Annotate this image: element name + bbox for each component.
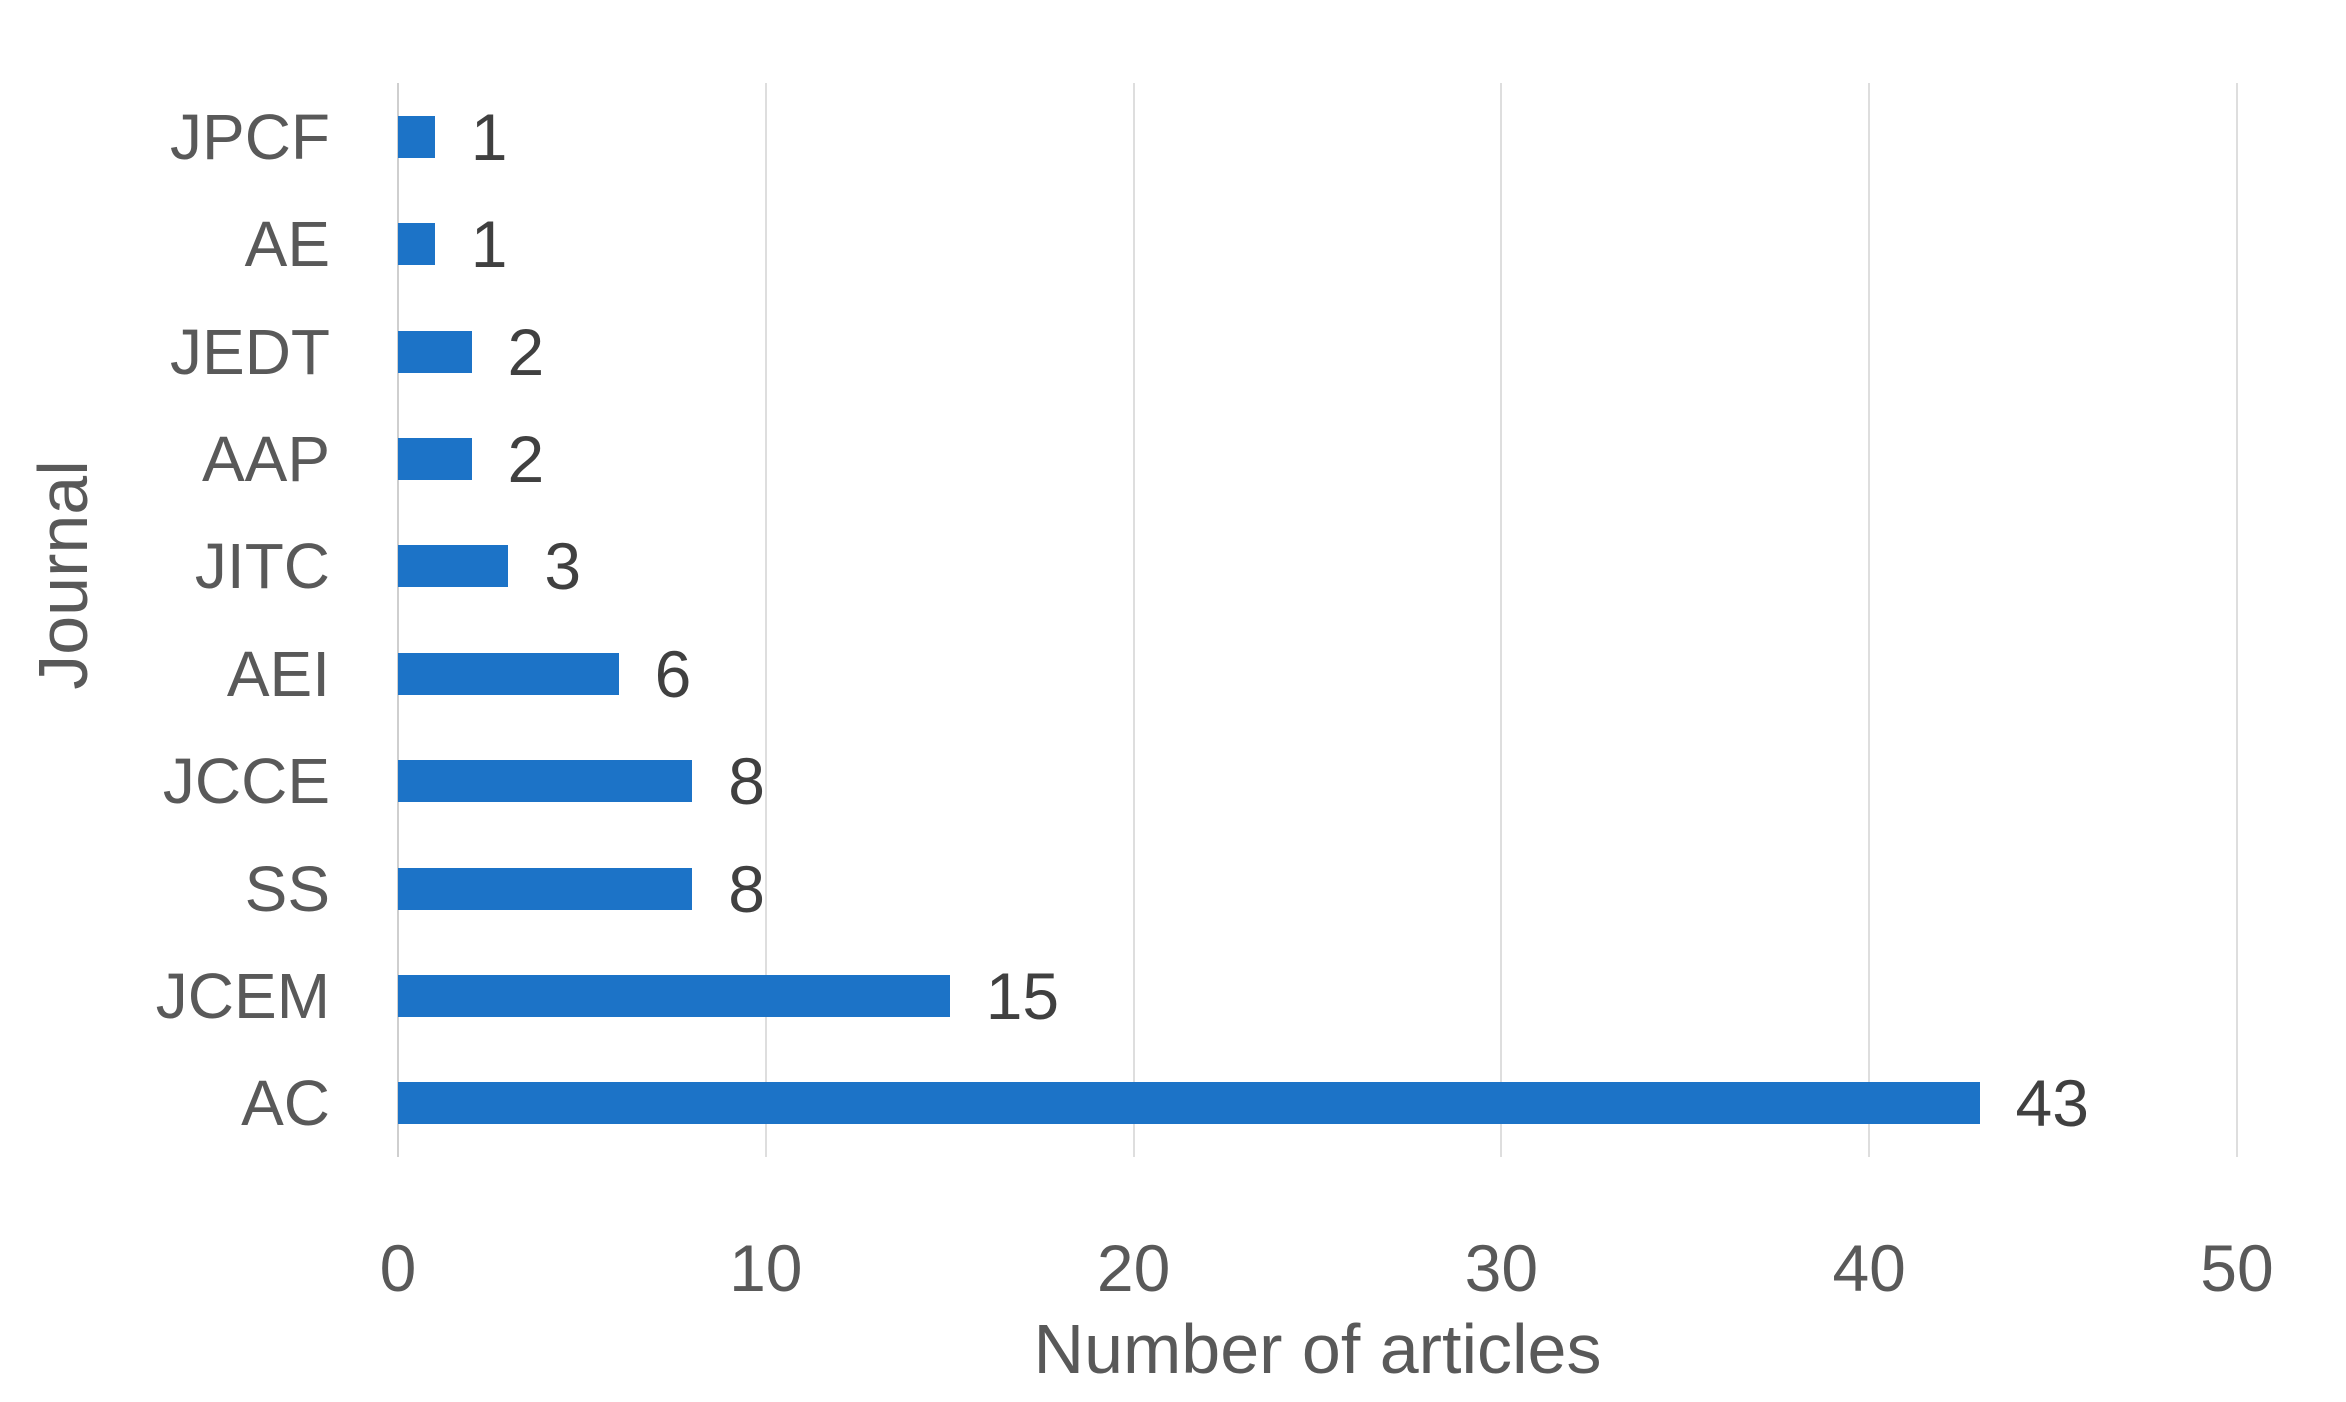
x-axis-title: Number of articles [1033, 1310, 1602, 1388]
x-tick-label: 10 [729, 1231, 803, 1305]
data-label: 43 [2015, 1066, 2089, 1141]
category-label: AEI [226, 637, 330, 710]
category-label: JPCF [170, 100, 330, 173]
bar [398, 115, 435, 158]
gridline [2236, 83, 2238, 1157]
gridline [1868, 83, 1871, 1157]
bar [398, 437, 472, 480]
data-label: 2 [507, 421, 545, 496]
bar [398, 545, 509, 588]
bar [398, 760, 693, 803]
category-label: JCEM [155, 959, 330, 1032]
x-tick-label: 50 [2200, 1231, 2274, 1305]
y-axis-line [397, 83, 399, 1157]
category-label: AAP [201, 422, 330, 495]
category-label: AE [244, 208, 330, 281]
bar [398, 867, 693, 910]
category-label: JCCE [162, 745, 330, 818]
bar [398, 652, 619, 695]
bar [398, 1082, 1980, 1125]
category-label: AC [241, 1067, 330, 1140]
bar [398, 974, 950, 1017]
bar [398, 330, 472, 373]
data-label: 1 [470, 99, 508, 174]
category-label: SS [244, 852, 330, 925]
x-tick-label: 20 [1096, 1231, 1171, 1305]
data-label: 15 [985, 958, 1060, 1033]
gridline [1500, 83, 1503, 1157]
gridline [1132, 83, 1135, 1157]
category-label: JITC [194, 530, 330, 603]
data-label: 8 [728, 744, 765, 819]
bar [398, 223, 435, 266]
data-label: 8 [728, 851, 765, 926]
x-tick-label: 0 [379, 1231, 417, 1305]
y-axis-title: Journal [24, 460, 102, 690]
category-label: JEDT [170, 315, 330, 388]
x-tick-label: 30 [1464, 1231, 1539, 1305]
gridline [764, 83, 767, 1157]
data-label: 1 [470, 207, 508, 282]
x-tick-label: 40 [1832, 1231, 1906, 1305]
data-label: 6 [654, 636, 692, 711]
data-label: 2 [507, 314, 545, 389]
data-label: 3 [544, 529, 582, 604]
